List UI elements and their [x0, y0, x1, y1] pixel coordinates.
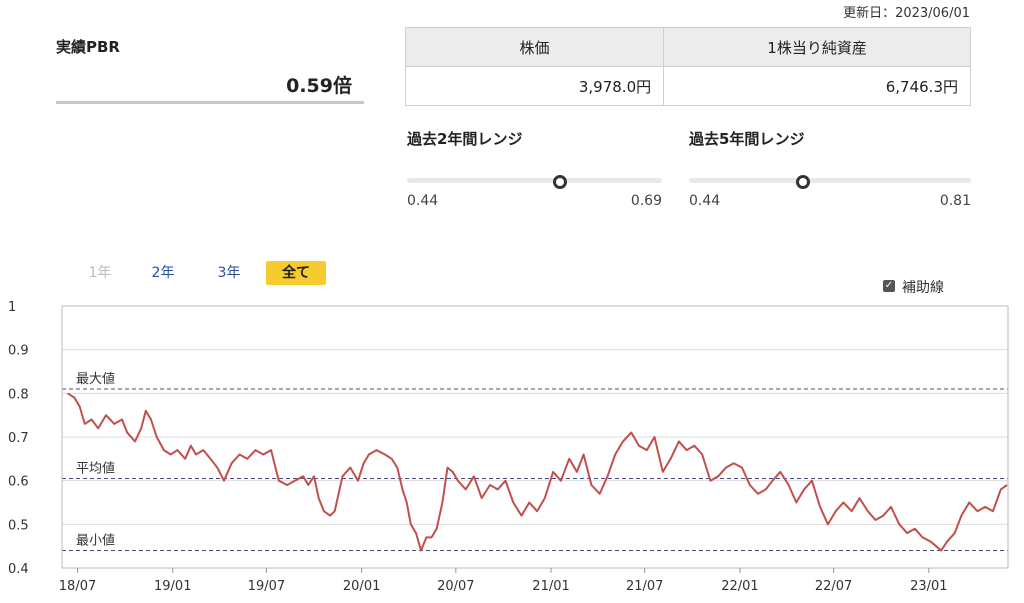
pbr-divider	[56, 101, 364, 104]
range-5y-min: 0.44	[689, 193, 721, 209]
x-tick-label: 20/07	[437, 579, 474, 594]
range-2y-marker	[553, 175, 567, 189]
aux-line-label[interactable]: 補助線	[902, 280, 944, 296]
y-tick-label: 1	[8, 300, 16, 315]
stock-price-header: 株価	[404, 27, 665, 67]
range-5y-track	[689, 178, 971, 183]
range-5y-title: 過去5年間レンジ	[689, 130, 805, 148]
pbr-series-line	[67, 392, 1008, 552]
range-5y-marker	[796, 175, 811, 189]
y-tick-label: 0.4	[8, 562, 29, 577]
range-2y-title: 過去2年間レンジ	[407, 130, 523, 148]
pbr-label: 実績PBR	[56, 38, 120, 56]
x-tick-label: 21/01	[532, 579, 569, 594]
x-tick-label: 22/07	[815, 579, 852, 594]
tab-2y[interactable]: 2年	[151, 265, 175, 281]
range-2y-max: 0.69	[630, 193, 662, 209]
range-2y-min: 0.44	[407, 193, 439, 209]
tab-1y: 1年	[88, 265, 112, 281]
x-tick-label: 22/01	[721, 579, 758, 594]
x-tick-label: 19/01	[154, 579, 191, 594]
y-tick-label: 0.9	[8, 344, 29, 359]
y-tick-label: 0.8	[8, 387, 29, 402]
book-value-value: 6,746.3円	[663, 66, 971, 106]
reference-line-label: 平均値	[76, 460, 115, 476]
y-tick-label: 0.5	[8, 518, 29, 533]
y-tick-label: 0.7	[8, 431, 29, 446]
x-tick-label: 23/01	[910, 579, 947, 594]
y-tick-label: 0.6	[8, 475, 29, 490]
x-tick-label: 19/07	[248, 579, 285, 594]
checkbox-aux-line[interactable]: ✓	[883, 280, 895, 292]
plot-frame	[61, 305, 1009, 569]
range-5y-max: 0.81	[939, 193, 971, 209]
pbr-value: 0.59倍	[286, 75, 352, 97]
price-table: 株価 1株当り純資産 3,978.0円 6,746.3円	[404, 27, 971, 106]
reference-line-label: 最小値	[76, 533, 115, 549]
reference-line-label: 最大値	[76, 371, 115, 387]
updated-date: 更新日：2023/06/01	[843, 6, 970, 21]
book-value-header: 1株当り純資産	[663, 27, 971, 67]
tab-all[interactable]: 全て	[266, 261, 326, 285]
x-tick-label: 21/07	[626, 579, 663, 594]
x-tick-label: 20/01	[343, 579, 380, 594]
stock-price-value: 3,978.0円	[404, 66, 665, 106]
tab-3y[interactable]: 3年	[217, 265, 241, 281]
x-tick-label: 18/07	[59, 579, 96, 594]
range-2y-track	[407, 178, 662, 183]
